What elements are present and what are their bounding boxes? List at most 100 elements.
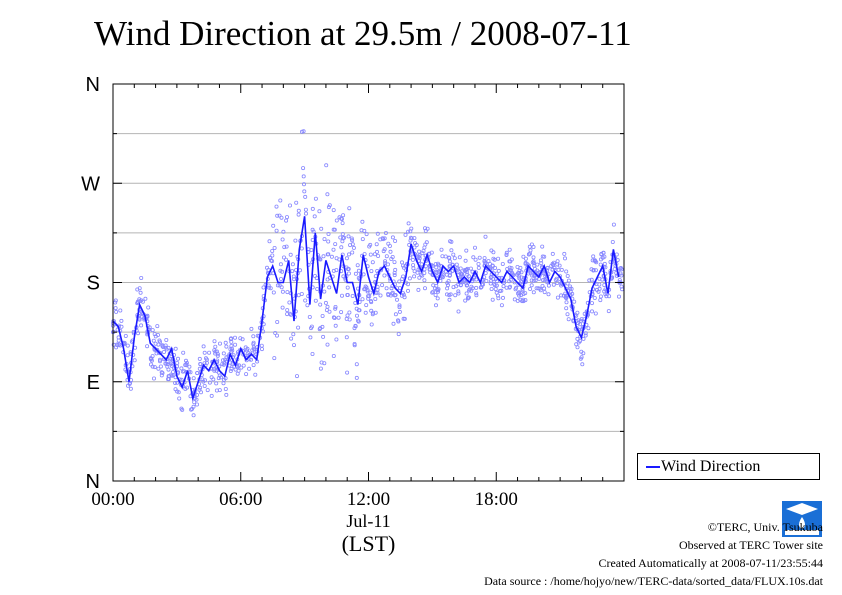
scatter-point <box>321 254 326 259</box>
scatter-point <box>253 372 258 377</box>
scatter-point <box>387 243 392 248</box>
scatter-point <box>596 289 601 294</box>
scatter-point <box>292 277 297 282</box>
scatter-point <box>363 286 368 291</box>
scatter-point <box>322 237 327 242</box>
scatter-point <box>275 213 280 218</box>
scatter-point <box>412 274 417 279</box>
legend-label: Wind Direction <box>661 458 761 475</box>
scatter-point <box>559 267 564 272</box>
scatter-point <box>391 321 396 326</box>
scatter-point <box>132 358 137 363</box>
scatter-point <box>211 377 216 382</box>
scatter-point <box>463 258 468 263</box>
scatter-point <box>139 275 144 280</box>
scatter-point <box>261 285 266 290</box>
scatter-point <box>179 377 184 382</box>
scatter-point <box>511 273 516 278</box>
scatter-point <box>181 350 186 355</box>
scatter-point <box>414 243 419 248</box>
scatter-point <box>369 300 374 305</box>
scatter-point <box>361 272 366 277</box>
scatter-point <box>140 299 145 304</box>
scatter-point <box>197 366 202 371</box>
scatter-point <box>477 255 482 260</box>
scatter-point <box>202 350 207 355</box>
scatter-point <box>303 207 308 212</box>
scatter-point <box>555 259 560 264</box>
scatter-point <box>303 194 308 199</box>
scatter-point <box>497 288 502 293</box>
scatter-point <box>332 315 337 320</box>
scatter-point <box>355 263 360 268</box>
scatter-point <box>562 251 567 256</box>
scatter-point <box>550 267 555 272</box>
scatter-point <box>148 356 153 361</box>
scatter-point <box>157 339 162 344</box>
scatter-point <box>297 268 302 273</box>
scatter-point <box>519 275 524 280</box>
scatter-point <box>455 267 460 272</box>
scatter-point <box>229 366 234 371</box>
scatter-point <box>191 413 196 418</box>
scatter-point <box>393 312 398 317</box>
scatter-point <box>155 324 160 329</box>
scatter-point <box>212 339 217 344</box>
scatter-point <box>313 298 318 303</box>
scatter-point <box>278 276 283 281</box>
scatter-point <box>318 257 323 262</box>
scatter-point <box>458 271 463 276</box>
scatter-point <box>531 255 536 260</box>
chart-title: Wind Direction at 29.5m / 2008-07-11 <box>94 14 632 53</box>
scatter-point <box>268 255 273 260</box>
scatter-point <box>251 340 256 345</box>
scatter-point <box>223 376 228 381</box>
scatter-point <box>486 259 491 264</box>
scatter-point <box>247 366 252 371</box>
scatter-point <box>215 353 220 358</box>
scatter-point <box>288 312 293 317</box>
scatter-point <box>161 349 166 354</box>
scatter-point <box>555 280 560 285</box>
scatter-point <box>396 319 401 324</box>
scatter-point <box>284 215 289 220</box>
scatter-point <box>496 268 501 273</box>
scatter-point <box>591 268 596 273</box>
scatter-point <box>183 358 188 363</box>
scatter-point <box>496 296 501 301</box>
scatter-point <box>313 196 318 201</box>
scatter-point <box>251 347 256 352</box>
scatter-point <box>294 200 299 205</box>
scatter-point <box>207 350 212 355</box>
scatter-point <box>434 283 439 288</box>
scatter-point <box>284 244 289 249</box>
scatter-point <box>159 373 164 378</box>
scatter-point <box>389 256 394 261</box>
scatter-point <box>499 303 504 308</box>
scatter-point <box>341 274 346 279</box>
scatter-point <box>332 227 337 232</box>
scatter-point <box>491 277 496 282</box>
scatter-point <box>581 351 586 356</box>
scatter-point <box>189 407 194 412</box>
scatter-point <box>280 237 285 242</box>
scatter-point <box>468 266 473 271</box>
scatter-point <box>319 226 324 231</box>
scatter-point <box>576 318 581 323</box>
credit-data-source: Data source : /home/hojyo/new/TERC-data/… <box>484 574 823 588</box>
scatter-point <box>277 213 282 218</box>
scatter-point <box>368 290 373 295</box>
y-tick-label: N <box>86 74 100 96</box>
scatter-point <box>500 261 505 266</box>
scatter-point <box>285 308 290 313</box>
scatter-point <box>546 292 551 297</box>
scatter-point <box>380 283 385 288</box>
scatter-point <box>488 281 493 286</box>
scatter-point <box>474 285 479 290</box>
scatter-point <box>490 297 495 302</box>
scatter-point <box>397 279 402 284</box>
scatter-point <box>495 279 500 284</box>
scatter-point <box>568 286 573 291</box>
scatter-point <box>364 303 369 308</box>
scatter-point <box>179 366 184 371</box>
